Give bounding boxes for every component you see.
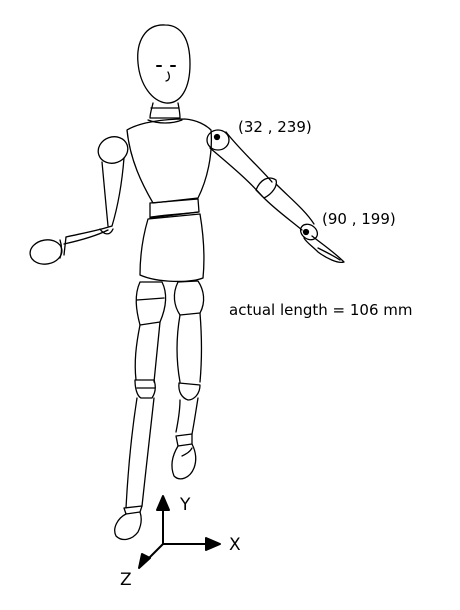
mannequin-pelvis — [139, 213, 205, 283]
coordinate-axes — [138, 495, 221, 569]
mannequin-left-arm — [29, 136, 129, 265]
actual-length-label: actual length = 106 mm — [229, 301, 413, 319]
x-axis-arrowhead — [205, 537, 221, 551]
z-axis-label: Z — [120, 570, 132, 590]
wrist-coordinate-label: (90 , 199) — [322, 210, 396, 228]
mannequin-right-leg — [171, 280, 205, 480]
mannequin-neck — [147, 102, 183, 124]
mannequin-waist — [149, 198, 200, 219]
z-axis-arrowhead — [138, 553, 151, 569]
x-axis-label: X — [229, 535, 241, 555]
shoulder-coordinate-label: (32 , 239) — [238, 118, 312, 136]
mannequin-head — [137, 24, 191, 104]
mannequin-right-arm — [206, 129, 345, 264]
mannequin-chest — [126, 118, 213, 204]
y-axis-label: Y — [180, 495, 191, 515]
y-axis-arrowhead — [156, 495, 170, 511]
mannequin-left-leg — [114, 281, 167, 541]
